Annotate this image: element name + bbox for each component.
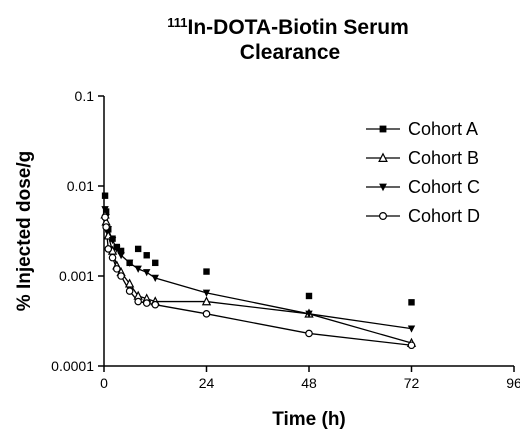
chart-title-main: In-DOTA-Biotin Serum	[188, 16, 409, 39]
marker-triangle-down	[117, 252, 125, 260]
legend-label: Cohort D	[408, 206, 480, 226]
marker-triangle-down	[305, 310, 313, 318]
marker-square	[305, 292, 313, 300]
x-axis-ticks: 0 24 48 72 96	[100, 366, 520, 391]
marker-triangle-down	[151, 274, 159, 283]
marker-circle	[142, 299, 151, 307]
y-tick-label: 0.001	[59, 268, 94, 284]
y-tick-label: 0.01	[67, 178, 94, 194]
marker-triangle-down	[113, 245, 121, 253]
marker-circle	[104, 245, 113, 253]
x-axis-label: Time (h)	[272, 409, 346, 430]
series-line-4	[104, 217, 412, 346]
marker-square	[203, 268, 210, 275]
series-1-points	[101, 192, 415, 306]
legend-label: Cohort C	[408, 177, 480, 197]
x-tick-label: 96	[506, 375, 520, 391]
y-axis-ticks: 0.0001 0.001 0.01 0.1	[51, 88, 104, 374]
marker-circle	[134, 297, 142, 306]
legend-item-4: Cohort D	[366, 206, 480, 226]
marker-circle	[305, 329, 313, 338]
y-axis-label: % Injected dose/g	[14, 151, 35, 311]
x-tick-label: 0	[100, 375, 108, 391]
marker-circle	[113, 265, 121, 273]
marker-triangle-down	[108, 236, 117, 245]
marker-triangle-down	[379, 183, 387, 192]
marker-circle	[125, 287, 134, 295]
x-tick-label: 48	[301, 375, 317, 391]
x-tick-label: 72	[404, 375, 420, 391]
marker-triangle-up	[124, 278, 135, 288]
legend-item-3: Cohort C	[366, 177, 480, 197]
marker-circle	[108, 253, 117, 262]
chart-title-line1: 111In-DOTA-Biotin Serum	[167, 15, 409, 39]
marker-triangle-down	[101, 206, 109, 214]
series-2-points	[100, 209, 417, 347]
legend-item-1: Cohort A	[366, 119, 478, 139]
marker-square	[379, 125, 387, 133]
marker-circle	[407, 341, 416, 350]
y-tick-label: 0.1	[75, 88, 95, 104]
x-tick-label: 24	[199, 375, 215, 391]
series-4-points	[101, 213, 416, 350]
plot-area	[100, 192, 417, 350]
legend-label: Cohort A	[408, 119, 478, 139]
marker-square	[101, 192, 109, 199]
legend: Cohort A Cohort B Cohort C Cohort D	[366, 119, 480, 226]
marker-circle	[379, 212, 388, 221]
chart-title-line2: Clearance	[240, 41, 340, 64]
marker-triangle-up	[201, 296, 212, 306]
marker-circle	[202, 310, 211, 318]
marker-square	[408, 299, 415, 306]
marker-circle	[102, 223, 110, 231]
marker-triangle-down	[202, 289, 211, 297]
series-3-points	[101, 206, 416, 333]
legend-label: Cohort B	[408, 148, 479, 168]
marker-square	[134, 245, 142, 253]
marker-triangle-down	[134, 265, 142, 273]
y-tick-label: 0.0001	[51, 358, 94, 374]
marker-triangle-up	[378, 152, 388, 162]
legend-item-2: Cohort B	[366, 148, 479, 168]
chart-title-superscript: 111	[167, 15, 187, 30]
marker-circle	[151, 300, 160, 309]
marker-square	[143, 252, 150, 259]
marker-triangle-down	[407, 325, 416, 333]
marker-circle	[117, 272, 125, 280]
chart-title: 111In-DOTA-Biotin Serum Clearance	[167, 15, 409, 64]
marker-circle	[101, 213, 109, 222]
marker-triangle-down	[125, 259, 134, 267]
marker-square	[152, 259, 159, 267]
marker-square	[117, 247, 125, 255]
series-line-3	[104, 209, 412, 330]
marker-triangle-down	[143, 269, 151, 277]
